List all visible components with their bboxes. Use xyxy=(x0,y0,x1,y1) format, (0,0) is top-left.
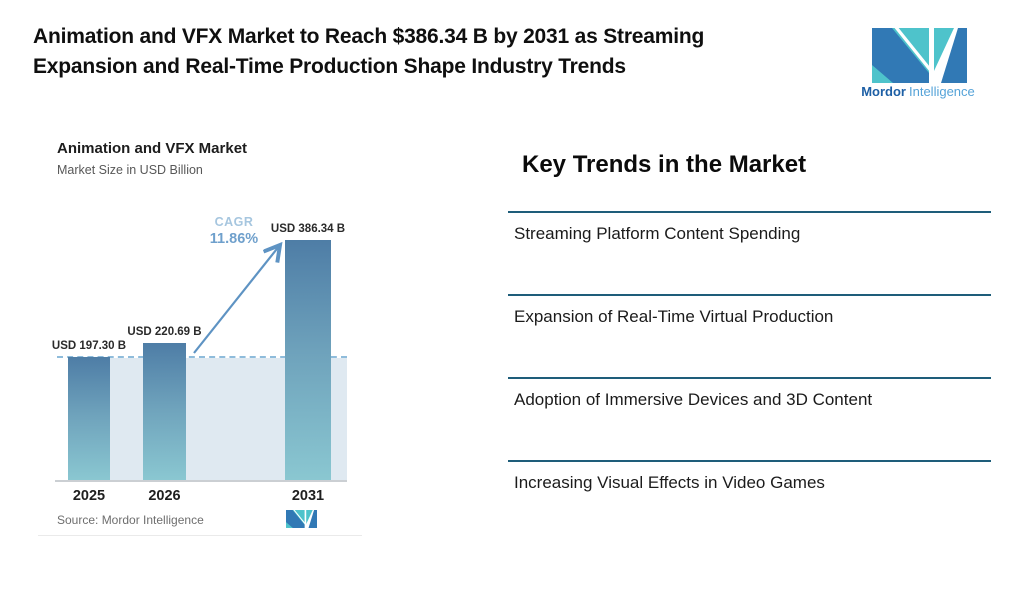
cagr-annotation: CAGR 11.86% xyxy=(202,215,266,247)
brand-name-light: Intelligence xyxy=(909,84,975,99)
bar-year-label: 2026 xyxy=(148,488,181,504)
bar-2025 xyxy=(68,357,110,480)
bar-year-label: 2025 xyxy=(72,488,106,504)
mordor-logo-mark-icon xyxy=(286,510,317,528)
cagr-value: 11.86% xyxy=(209,231,259,247)
trends-heading: Key Trends in the Market xyxy=(522,151,807,178)
mordor-logo-icon xyxy=(872,28,967,83)
trend-row: Expansion of Real-Time Virtual Productio… xyxy=(508,294,991,377)
bar-year-label: 2031 xyxy=(291,488,325,504)
trend-label: Adoption of Immersive Devices and 3D Con… xyxy=(514,390,873,409)
trend-row: Adoption of Immersive Devices and 3D Con… xyxy=(508,377,991,460)
trend-label: Expansion of Real-Time Virtual Productio… xyxy=(514,307,834,326)
page-title-line2: Expansion and Real-Time Production Shape… xyxy=(33,55,626,78)
x-axis-line xyxy=(55,480,347,482)
chart-title: Animation and VFX Market xyxy=(57,140,248,157)
bar-group: USD 197.30 B 2025 xyxy=(52,340,126,504)
chart-card-separator xyxy=(38,535,362,536)
chart-card: Animation and VFX Market Market Size in … xyxy=(36,127,448,539)
trend-row: Increasing Visual Effects in Video Games xyxy=(508,460,991,543)
page-title: Animation and VFX Market to Reach $386.3… xyxy=(33,22,704,82)
bar-2026 xyxy=(143,343,186,480)
brand-name-bold: Mordor xyxy=(861,84,906,99)
chart-source: Source: Mordor Intelligence xyxy=(57,513,204,527)
cagr-arrow-icon xyxy=(193,227,291,354)
bar-2031 xyxy=(285,240,331,480)
bar-value-label: USD 197.30 B xyxy=(51,340,127,352)
baseline-dashed-line xyxy=(57,356,347,358)
trend-label: Streaming Platform Content Spending xyxy=(514,224,801,243)
mordor-logo-text: Mordor Intelligence xyxy=(858,84,978,99)
bar-value-label: USD 220.69 B xyxy=(127,326,202,338)
cagr-label: CAGR xyxy=(214,215,254,229)
trends-list: Streaming Platform Content Spending Expan… xyxy=(508,211,991,543)
trend-label: Increasing Visual Effects in Video Games xyxy=(514,473,825,492)
page-title-line1: Animation and VFX Market to Reach $386.3… xyxy=(33,25,705,48)
bar-group: USD 220.69 B 2026 xyxy=(127,326,201,504)
chart-subtitle: Market Size in USD Billion xyxy=(57,163,203,177)
trend-row: Streaming Platform Content Spending xyxy=(508,211,991,294)
bar-group: USD 386.34 B 2031 xyxy=(271,223,345,504)
bar-value-label: USD 386.34 B xyxy=(270,223,346,235)
